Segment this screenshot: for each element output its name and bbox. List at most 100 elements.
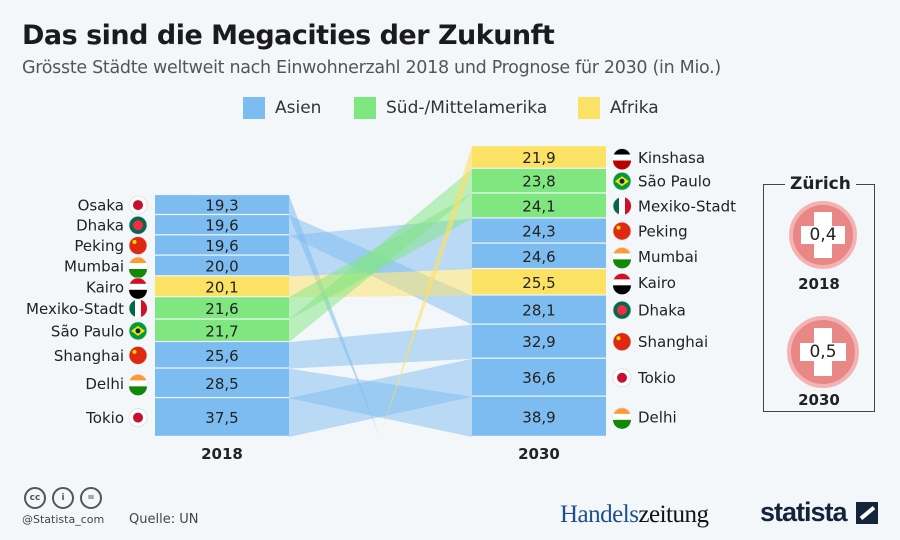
flag-stripe (129, 386, 147, 396)
legend-item-afrika: Afrika (578, 97, 659, 119)
bar-Shanghai (155, 342, 289, 368)
value-label: 20,1 (205, 278, 238, 296)
flag-china-icon (128, 236, 148, 255)
by-icon: i (52, 487, 74, 509)
flag-stripe (613, 285, 631, 295)
city-label: Tokio (637, 369, 676, 387)
zurich-value-2030: 0,5 (809, 342, 837, 362)
flow-Tokio (289, 358, 472, 437)
flag-stripe (613, 154, 631, 161)
bar-Mumbai (472, 243, 606, 268)
value-label: 37,5 (205, 409, 238, 427)
city-label: Mexiko-Stadt (26, 300, 124, 318)
flag-stripe (129, 269, 147, 279)
flag-india-icon (128, 256, 148, 279)
bar-São Paulo (155, 319, 289, 341)
legend: Asien Süd-/Mittelamerika Afrika (0, 97, 900, 121)
flag-egypt-icon (612, 272, 632, 295)
statista-logo-icon (856, 502, 878, 524)
flag-stripe (625, 197, 632, 215)
flag-stripe (613, 419, 631, 429)
city-label: Delhi (85, 375, 124, 393)
nd-icon: = (80, 487, 102, 509)
flag-switzerland-icon: 0,4 (789, 201, 857, 269)
bar-Dhaka (472, 295, 606, 324)
flag-bg (128, 236, 148, 255)
city-label: Shanghai (638, 333, 708, 351)
handelszeitung-logo: Handelszeitung (560, 501, 709, 529)
source: Quelle: UN (129, 512, 199, 527)
flag-japan-icon (128, 195, 148, 215)
value-label: 24,3 (522, 223, 555, 241)
bar-Peking (155, 235, 289, 255)
legend-swatch (578, 97, 600, 119)
flag-mexico-icon (128, 299, 148, 318)
flag-star (616, 225, 621, 230)
flag-stripe (129, 380, 147, 387)
flag-stripe (613, 279, 631, 286)
flag-star (132, 240, 137, 245)
legend-item-asien: Asien (243, 97, 321, 119)
flag-india-icon (128, 373, 148, 396)
flag-disc (133, 220, 143, 231)
statista-handle: @Statista_com (22, 513, 105, 526)
value-label: 28,1 (522, 302, 555, 320)
logo-part: Handels (560, 501, 639, 528)
flag-stripe (129, 283, 147, 290)
flag-bg (612, 221, 632, 241)
legend-label: Süd-/Mittelamerika (386, 98, 548, 118)
flag-stripe (129, 263, 147, 270)
flag-bg (128, 345, 148, 365)
value-label: 23,8 (522, 173, 555, 191)
zurich-value-2018: 0,4 (809, 225, 837, 245)
city-label: Kairo (86, 278, 124, 296)
year-label-2018: 2018 (201, 445, 243, 463)
flag-egypt-icon (128, 277, 148, 299)
value-label: 24,1 (522, 198, 555, 216)
flag-bg (612, 332, 632, 352)
value-label: 36,6 (522, 369, 555, 387)
value-label: 28,5 (205, 375, 238, 393)
city-label: Osaka (78, 197, 124, 215)
legend-swatch (243, 97, 265, 119)
city-label: Kairo (638, 274, 676, 292)
city-label: Peking (638, 223, 688, 241)
flag-bangladesh-icon (128, 215, 148, 235)
flag-star (132, 349, 137, 354)
bar-Mumbai (155, 255, 289, 276)
bar-Osaka (155, 195, 289, 214)
flag-disc (133, 412, 143, 423)
zurich-year-2030: 2030 (798, 391, 840, 409)
flag-india-icon (612, 407, 632, 429)
flag-star (616, 336, 621, 341)
bar-Kairo (155, 276, 289, 297)
flag-stripe (613, 413, 631, 420)
flag-japan-icon (128, 408, 148, 427)
chart-title: Das sind die Megacities der Zukunft (22, 20, 555, 51)
flag-disc (133, 200, 143, 211)
flag-china-icon (128, 345, 148, 365)
city-label: Mumbai (638, 248, 698, 266)
city-label: Dhaka (638, 302, 686, 320)
zurich-title: Zürich (785, 174, 856, 194)
city-label: Dhaka (76, 217, 124, 235)
city-label: Kinshasa (638, 149, 705, 167)
cc-icon: cc (24, 487, 46, 509)
bar-Delhi (472, 396, 606, 436)
flag-kenya-icon (612, 148, 632, 170)
flow-Shanghai (289, 324, 472, 369)
city-label: São Paulo (638, 173, 711, 191)
flag-china-icon (612, 332, 632, 352)
flag-mexico-icon (612, 196, 632, 216)
flow-Kinshasa (380, 146, 472, 437)
city-label: Mexiko-Stadt (638, 198, 736, 216)
city-label: Shanghai (54, 347, 124, 365)
city-label: Tokio (85, 409, 124, 427)
value-label: 38,9 (522, 408, 555, 426)
bar-Delhi (155, 368, 289, 397)
flag-brazil-icon (128, 321, 148, 341)
value-label: 21,9 (522, 149, 555, 167)
flag-globe (619, 178, 625, 184)
flows (289, 146, 472, 437)
